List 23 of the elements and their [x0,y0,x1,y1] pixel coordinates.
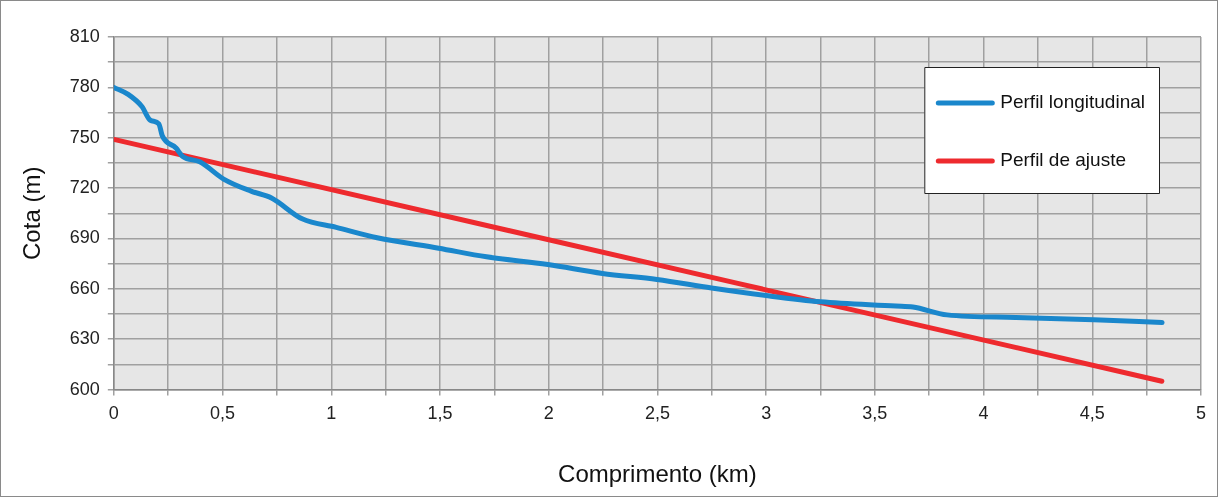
x-tick-label: 1,5 [427,403,453,424]
x-tick-label: 4,5 [1079,403,1105,424]
x-tick-label: 3 [761,403,772,424]
x-tick-label: 2 [543,403,554,424]
x-tick-label: 2,5 [644,403,670,424]
y-tick-label: 750 [69,126,100,147]
y-tick-label: 780 [69,76,100,97]
y-tick-label: 600 [69,378,100,399]
x-axis-title: Comprimento (km) [558,460,757,488]
y-tick-label: 720 [69,177,100,198]
y-tick-label: 690 [69,227,100,248]
legend-label: Perfil de ajuste [1000,149,1126,171]
x-tick-label: 4 [978,403,989,424]
y-tick-label: 630 [69,328,100,349]
y-axis-title: Cota (m) [18,166,46,260]
x-tick-label: 3,5 [862,403,888,424]
x-tick-label: 0 [108,403,119,424]
legend-label: Perfil longitudinal [1000,91,1145,113]
x-tick-label: 5 [1195,403,1207,424]
y-tick-label: 660 [69,277,100,298]
x-tick-label: 0,5 [210,403,236,424]
y-tick-label: 810 [69,25,100,46]
x-tick-label: 1 [326,403,337,424]
